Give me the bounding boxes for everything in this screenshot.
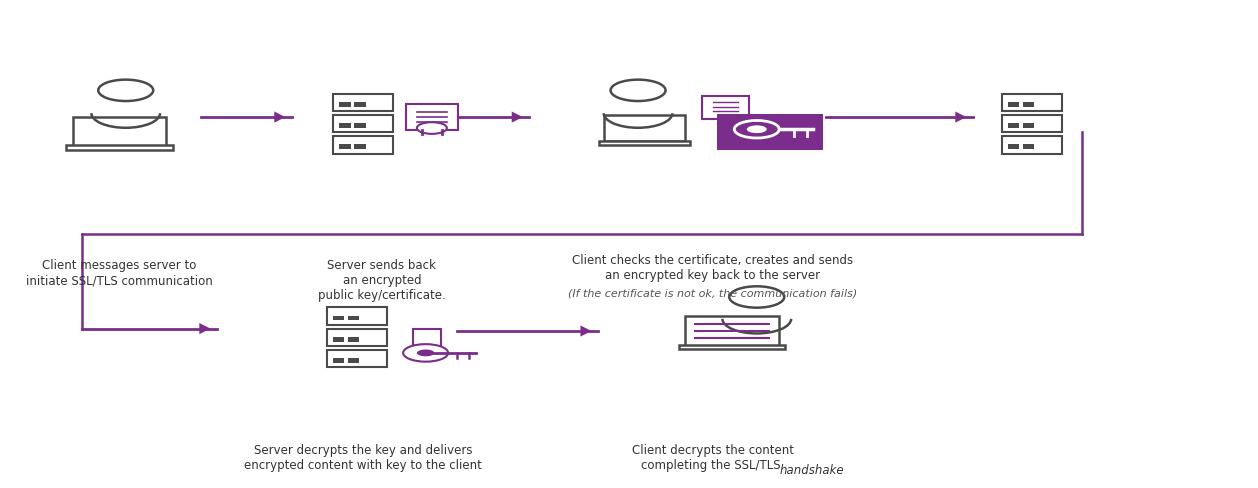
Circle shape	[416, 350, 434, 357]
Bar	[702, 97, 750, 120]
Bar	[333, 338, 345, 342]
Bar	[340, 124, 351, 128]
Circle shape	[610, 81, 665, 102]
Circle shape	[735, 121, 779, 139]
Bar	[1023, 124, 1034, 128]
Bar	[73, 118, 166, 147]
Text: Client messages server to
initiate SSL/TLS communication: Client messages server to initiate SSL/T…	[26, 259, 213, 286]
Bar	[717, 115, 823, 151]
Circle shape	[747, 126, 767, 134]
Bar	[333, 316, 345, 321]
Bar	[678, 345, 785, 350]
Bar	[1001, 115, 1062, 133]
Bar	[340, 103, 351, 107]
Bar	[599, 142, 689, 146]
Bar	[348, 359, 360, 363]
Bar	[355, 145, 366, 149]
Bar	[327, 308, 387, 325]
Bar	[340, 145, 351, 149]
Bar	[333, 94, 394, 112]
Bar	[355, 103, 366, 107]
Bar	[67, 146, 172, 151]
Bar	[333, 136, 394, 154]
Bar	[1001, 94, 1062, 112]
Text: Server decrypts the key and delivers
encrypted content with key to the client: Server decrypts the key and delivers enc…	[244, 443, 482, 471]
Bar	[348, 316, 360, 321]
Text: Client checks the certificate, creates and sends
an encrypted key back to the se: Client checks the certificate, creates a…	[572, 254, 854, 282]
Bar	[1023, 103, 1034, 107]
Text: Server sends back
an encrypted
public key/certificate.: Server sends back an encrypted public ke…	[318, 259, 445, 302]
Bar	[1008, 145, 1019, 149]
Bar	[333, 115, 394, 133]
Bar	[355, 124, 366, 128]
Bar	[1023, 145, 1034, 149]
Text: handshake: handshake	[779, 463, 844, 476]
Bar	[405, 104, 458, 131]
Bar	[413, 329, 440, 346]
Bar	[1001, 136, 1062, 154]
Bar	[1008, 103, 1019, 107]
Bar	[684, 317, 779, 346]
Bar	[327, 350, 387, 368]
Circle shape	[98, 81, 153, 102]
Circle shape	[416, 123, 447, 135]
Bar	[1008, 124, 1019, 128]
Bar	[348, 338, 360, 342]
Bar	[604, 116, 684, 142]
Circle shape	[730, 287, 784, 308]
Bar	[327, 329, 387, 346]
Text: Client decrypts the content
completing the SSL/TLS: Client decrypts the content completing t…	[632, 443, 794, 471]
Bar	[333, 359, 345, 363]
Text: (If the certificate is not ok, the communication fails): (If the certificate is not ok, the commu…	[569, 287, 858, 298]
Circle shape	[403, 345, 448, 362]
